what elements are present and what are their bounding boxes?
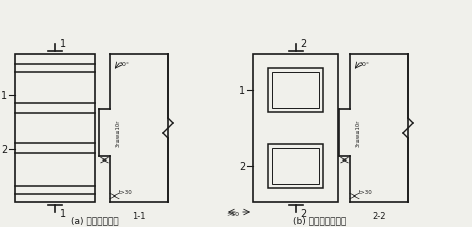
Text: (a) 键槽贯通截面: (a) 键槽贯通截面 [71,216,119,225]
Text: t>30: t>30 [119,190,133,195]
Text: 1: 1 [1,91,7,101]
Text: 30°: 30° [119,61,130,66]
Text: >50: >50 [227,212,239,217]
Bar [268,69,323,113]
Bar [272,148,319,184]
Text: (b) 键槽不贯通截面: (b) 键槽不贯通截面 [294,216,346,225]
Bar [268,144,323,188]
Bar [253,55,338,202]
Text: 2: 2 [300,208,307,218]
Text: 1: 1 [60,39,66,49]
Text: 2: 2 [300,39,307,49]
Text: 2: 2 [239,161,245,171]
Text: 1-1: 1-1 [132,212,146,220]
Text: 2-2: 2-2 [372,212,386,220]
Text: 1: 1 [60,208,66,218]
Text: 1: 1 [239,86,245,96]
Text: 30°: 30° [359,61,370,66]
Text: 3r≤w≤10r: 3r≤w≤10r [356,119,361,147]
Bar [272,73,319,109]
Text: t>30: t>30 [359,190,373,195]
Bar [15,55,95,202]
Text: 3r≤w≤10r: 3r≤w≤10r [116,119,121,147]
Text: 2: 2 [1,144,7,154]
